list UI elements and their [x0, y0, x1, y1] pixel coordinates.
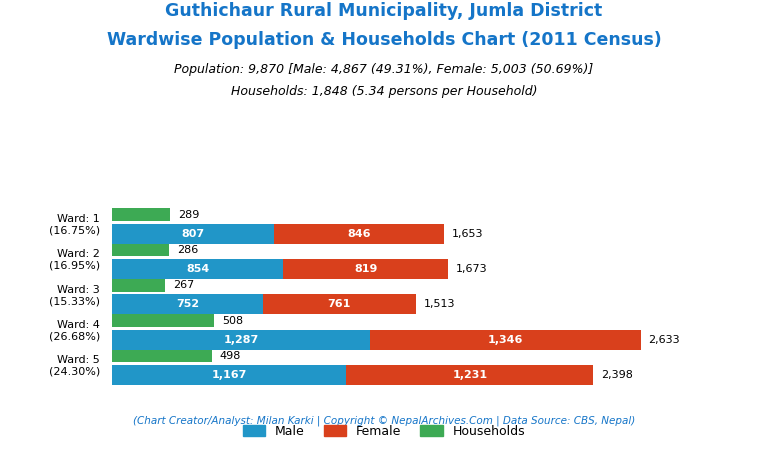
Text: 267: 267 — [174, 280, 195, 291]
Text: 1,673: 1,673 — [456, 264, 488, 274]
Text: 1,513: 1,513 — [424, 299, 455, 309]
Text: 1,653: 1,653 — [452, 229, 483, 239]
Text: Population: 9,870 [Male: 4,867 (49.31%), Female: 5,003 (50.69%)]: Population: 9,870 [Male: 4,867 (49.31%),… — [174, 63, 594, 76]
Text: 819: 819 — [354, 264, 377, 274]
Text: (Chart Creator/Analyst: Milan Karki | Copyright © NepalArchives.Com | Data Sourc: (Chart Creator/Analyst: Milan Karki | Co… — [133, 415, 635, 426]
Text: 498: 498 — [220, 351, 241, 361]
Text: 1,287: 1,287 — [223, 335, 259, 345]
Bar — [370, 330, 641, 350]
Text: 286: 286 — [177, 245, 199, 255]
Text: Ward: 1
(16.75%): Ward: 1 (16.75%) — [48, 214, 100, 236]
Text: 508: 508 — [222, 316, 243, 326]
Text: Guthichaur Rural Municipality, Jumla District: Guthichaur Rural Municipality, Jumla Dis… — [165, 2, 603, 20]
Text: Ward: 2
(16.95%): Ward: 2 (16.95%) — [48, 249, 100, 271]
Text: Ward: 3
(15.33%): Ward: 3 (15.33%) — [49, 285, 100, 306]
Text: 752: 752 — [176, 299, 199, 309]
Legend: Male, Female, Households: Male, Female, Households — [237, 420, 531, 443]
Bar — [274, 224, 444, 244]
Text: 807: 807 — [181, 229, 204, 239]
Bar — [112, 295, 263, 314]
Bar — [112, 259, 283, 279]
Bar — [112, 365, 346, 385]
Bar — [283, 259, 448, 279]
Bar — [112, 350, 212, 362]
Bar — [263, 295, 415, 314]
Bar — [112, 314, 214, 327]
Text: Ward: 5
(24.30%): Ward: 5 (24.30%) — [48, 356, 100, 377]
Text: 1,231: 1,231 — [452, 370, 488, 380]
Text: 2,633: 2,633 — [649, 335, 680, 345]
Text: 1,167: 1,167 — [211, 370, 247, 380]
Bar — [112, 208, 170, 221]
Bar — [346, 365, 594, 385]
Text: 846: 846 — [347, 229, 371, 239]
Text: Wardwise Population & Households Chart (2011 Census): Wardwise Population & Households Chart (… — [107, 31, 661, 49]
Text: 2,398: 2,398 — [601, 370, 634, 380]
Text: 1,346: 1,346 — [488, 335, 523, 345]
Bar — [112, 279, 165, 292]
Bar — [112, 330, 370, 350]
Bar — [112, 224, 274, 244]
Bar — [112, 244, 169, 256]
Text: 761: 761 — [328, 299, 351, 309]
Text: Households: 1,848 (5.34 persons per Household): Households: 1,848 (5.34 persons per Hous… — [230, 85, 538, 98]
Text: 854: 854 — [186, 264, 209, 274]
Text: 289: 289 — [178, 210, 200, 220]
Text: Ward: 4
(26.68%): Ward: 4 (26.68%) — [48, 320, 100, 342]
